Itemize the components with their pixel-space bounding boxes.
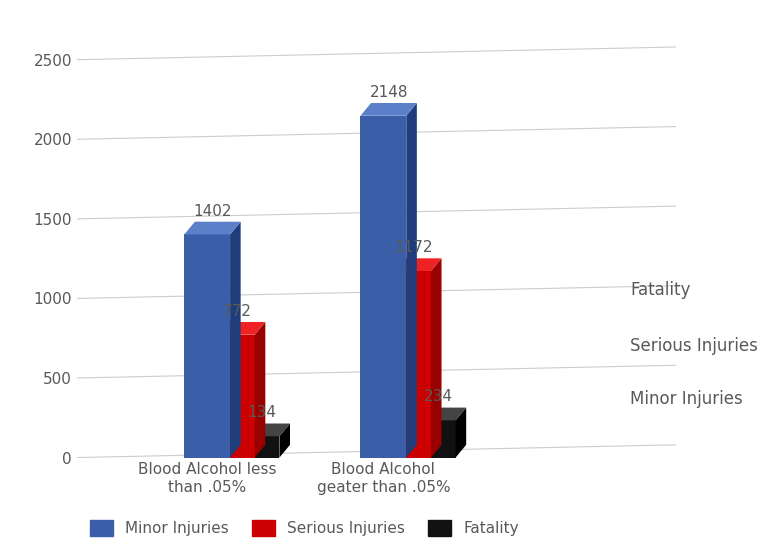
Polygon shape <box>209 322 265 335</box>
Polygon shape <box>455 407 466 458</box>
Text: 772: 772 <box>223 304 252 319</box>
Polygon shape <box>230 222 240 458</box>
Polygon shape <box>360 116 406 458</box>
Text: Serious Injuries: Serious Injuries <box>630 337 758 355</box>
Text: Minor Injuries: Minor Injuries <box>630 389 743 408</box>
Polygon shape <box>410 420 455 458</box>
Text: 1172: 1172 <box>394 240 432 255</box>
Polygon shape <box>360 103 417 116</box>
Polygon shape <box>255 322 265 458</box>
Polygon shape <box>431 258 442 458</box>
Text: 1402: 1402 <box>194 204 232 219</box>
Polygon shape <box>280 424 290 458</box>
Polygon shape <box>385 258 442 271</box>
Polygon shape <box>184 222 240 234</box>
Polygon shape <box>209 335 255 458</box>
Legend: Minor Injuries, Serious Injuries, Fatality: Minor Injuries, Serious Injuries, Fatali… <box>90 520 518 536</box>
Polygon shape <box>233 424 290 436</box>
Text: 234: 234 <box>423 389 452 405</box>
Polygon shape <box>410 407 466 420</box>
Polygon shape <box>233 436 280 458</box>
Polygon shape <box>184 234 230 458</box>
Text: 134: 134 <box>247 405 276 420</box>
Text: Fatality: Fatality <box>630 281 690 300</box>
Polygon shape <box>385 271 431 458</box>
Text: 2148: 2148 <box>369 85 408 100</box>
Polygon shape <box>406 103 417 458</box>
